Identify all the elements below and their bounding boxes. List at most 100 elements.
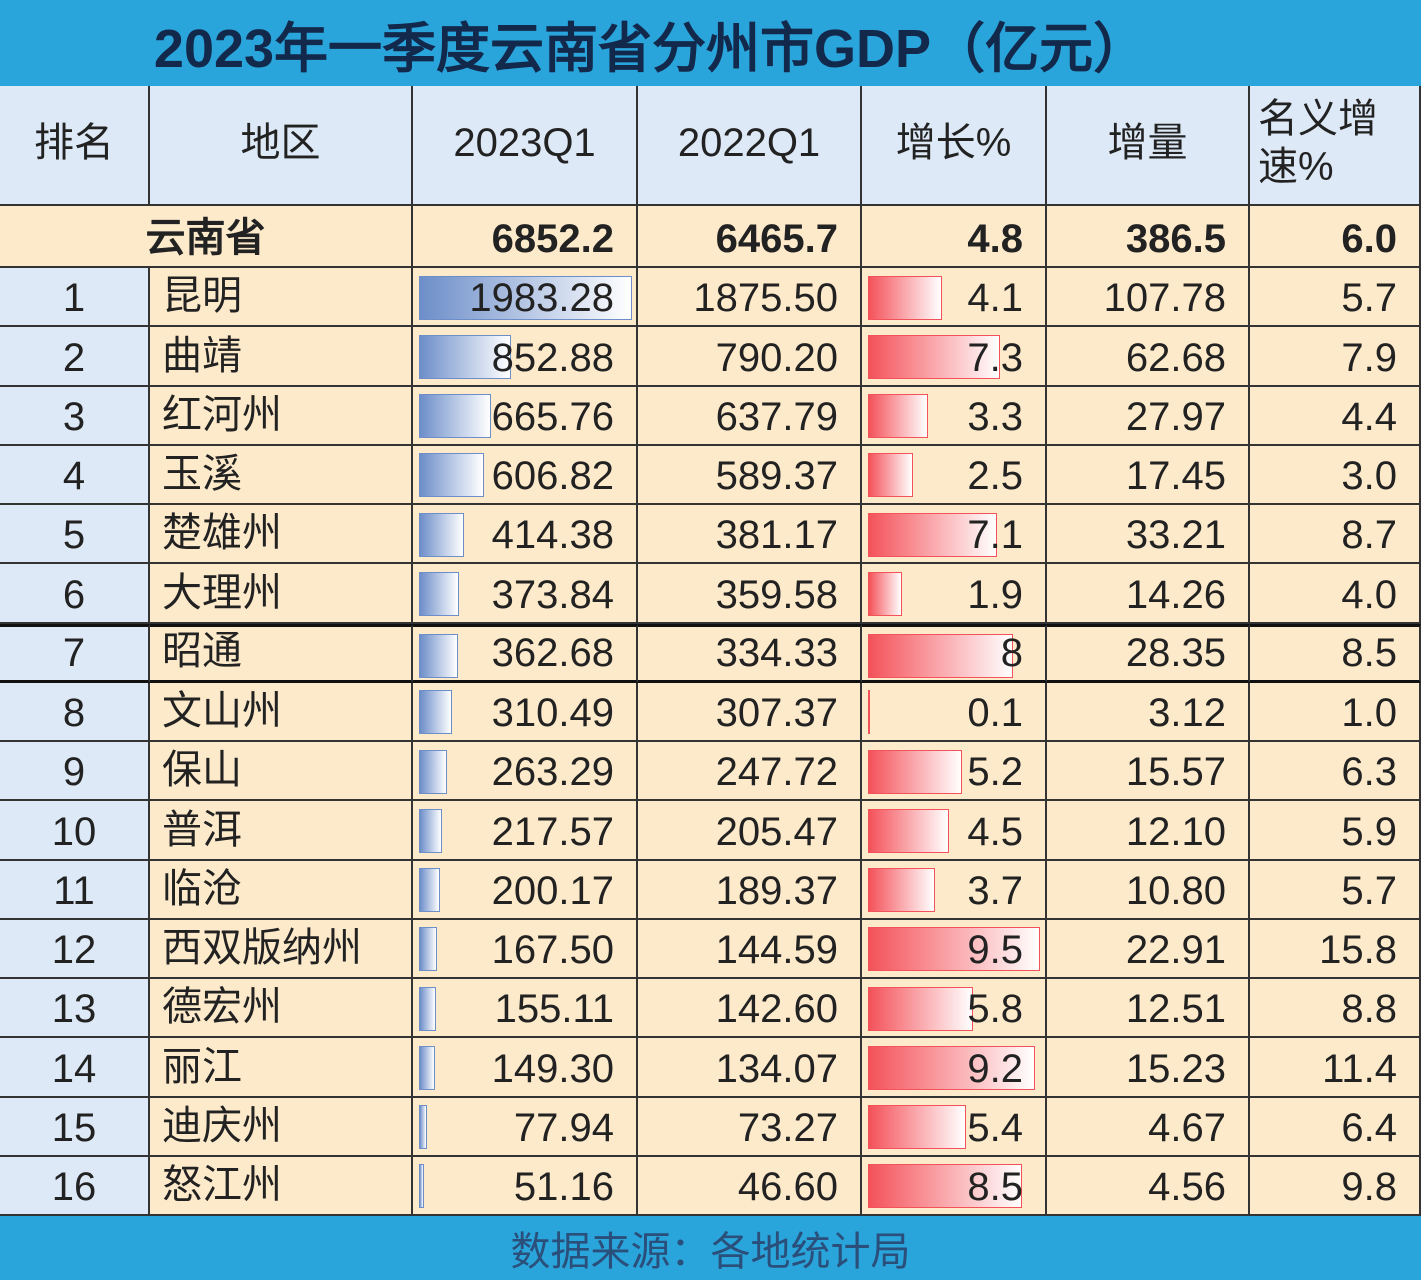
row-cell: 15.57 [1047, 742, 1250, 802]
data-bar [868, 275, 943, 320]
value: 1.9 [967, 572, 1023, 617]
value: 217.57 [491, 809, 614, 854]
value: 73.27 [737, 1105, 838, 1150]
row-cell: 8 [862, 623, 1047, 683]
row-cell: 8.7 [1250, 505, 1421, 565]
row-cell: 14.26 [1047, 564, 1250, 624]
value: 15.57 [1125, 750, 1226, 795]
region: 昭通 [162, 628, 242, 673]
row-cell: 334.33 [638, 623, 862, 683]
row-cell: 7.1 [862, 505, 1047, 565]
row-cell: 15 [0, 1097, 150, 1157]
row-cell: 4 [0, 445, 150, 505]
data-bar [868, 334, 1001, 379]
row-cell: 2 [0, 327, 150, 387]
row-cell: 10 [0, 801, 150, 861]
row-cell: 6 [0, 564, 150, 624]
value: 373.84 [491, 572, 614, 617]
value: 155.11 [494, 987, 614, 1032]
data-bar [419, 1164, 425, 1209]
row-cell: 14 [0, 1038, 150, 1098]
value: 381.17 [715, 513, 838, 558]
header-cell: 2022Q1 [638, 86, 862, 206]
row-cell: 17.45 [1047, 445, 1250, 505]
row-cell: 142.60 [638, 979, 862, 1039]
row-cell: 46.60 [638, 1156, 862, 1216]
value: 263.29 [491, 750, 614, 795]
value: 4.56 [1148, 1165, 1226, 1209]
data-bar [868, 512, 997, 557]
row-cell: 144.59 [638, 919, 862, 979]
title: 2023年一季度云南省分州市GDP（亿元） [153, 18, 1148, 79]
row-cell: 9.8 [1250, 1156, 1421, 1216]
row-cell: 5.9 [1250, 801, 1421, 861]
row-cell: 189.37 [638, 860, 862, 920]
region: 迪庆州 [162, 1103, 282, 1148]
header-text: 增量 [1107, 121, 1188, 165]
value: 149.30 [491, 1046, 614, 1091]
row-cell: 28.35 [1047, 623, 1250, 683]
region: 临沧 [162, 866, 242, 911]
row-cell: 1.9 [862, 564, 1047, 624]
header-text: 增长% [895, 121, 1012, 165]
header-text: 地区 [240, 121, 321, 165]
value: 1983.28 [469, 276, 614, 321]
value: 8.5 [1341, 630, 1397, 675]
value: 852.88 [491, 335, 614, 380]
value: 15.23 [1125, 1046, 1226, 1091]
row-cell: 7.3 [862, 327, 1047, 387]
value: 9.8 [1341, 1165, 1397, 1209]
rank: 15 [51, 1105, 97, 1150]
row-cell: 昭通 [150, 623, 413, 683]
row-cell: 8.5 [1250, 623, 1421, 683]
row-cell: 曲靖 [150, 327, 413, 387]
data-bar [419, 868, 441, 913]
value: 46.60 [737, 1165, 838, 1209]
value: 3.3 [967, 394, 1023, 439]
value: 28.35 [1125, 630, 1226, 675]
value: 637.79 [715, 394, 838, 439]
value: 3.7 [967, 868, 1023, 913]
row-cell: 临沧 [150, 860, 413, 920]
region: 曲靖 [162, 333, 242, 378]
value: 12.10 [1125, 809, 1226, 854]
row-cell: 790.20 [638, 327, 862, 387]
value: 4.67 [1148, 1105, 1226, 1150]
rank: 11 [53, 868, 95, 913]
row-cell: 263.29 [413, 742, 638, 802]
row-cell: 11.4 [1250, 1038, 1421, 1098]
value: 107.78 [1103, 276, 1226, 321]
rank: 12 [51, 928, 97, 972]
data-bar [868, 1105, 966, 1150]
row-cell: 62.68 [1047, 327, 1250, 387]
value: 205.47 [715, 809, 838, 854]
row-cell: 5.2 [862, 742, 1047, 802]
rank: 6 [62, 572, 86, 617]
row-cell: 12 [0, 919, 150, 979]
value: 27.97 [1125, 394, 1226, 439]
total-cell: 6465.7 [638, 206, 862, 268]
row-cell: 414.38 [413, 505, 638, 565]
row-cell: 27.97 [1047, 386, 1250, 446]
row-cell: 西双版纳州 [150, 919, 413, 979]
row-cell: 4.5 [862, 801, 1047, 861]
value: 4.5 [967, 809, 1023, 854]
value: 6.4 [1341, 1105, 1397, 1150]
value: 15.8 [1319, 928, 1397, 972]
rank: 8 [62, 691, 86, 735]
region: 普洱 [162, 807, 242, 852]
row-cell: 205.47 [638, 801, 862, 861]
value: 5.2 [967, 750, 1023, 795]
region: 红河州 [162, 392, 282, 437]
data-bar [868, 634, 1013, 679]
row-cell: 4.67 [1047, 1097, 1250, 1157]
row-cell: 11 [0, 860, 150, 920]
value: 7.9 [1341, 335, 1397, 380]
row-cell: 665.76 [413, 386, 638, 446]
row-cell: 9 [0, 742, 150, 802]
row-cell: 217.57 [413, 801, 638, 861]
row-cell: 22.91 [1047, 919, 1250, 979]
header-text: 2022Q1 [677, 121, 821, 165]
value: 8.5 [967, 1165, 1023, 1209]
value: 3.12 [1148, 691, 1226, 735]
